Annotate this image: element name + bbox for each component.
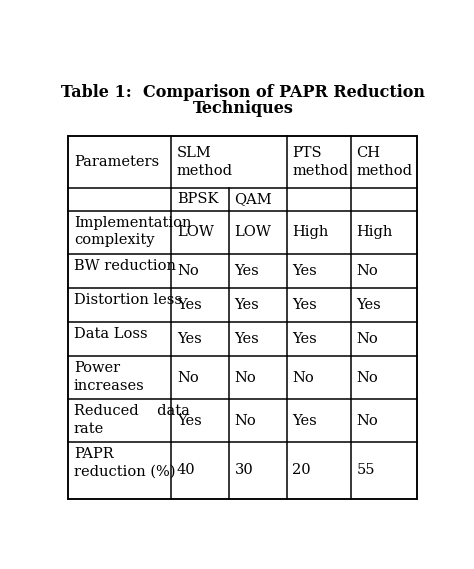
Text: Reduced    data
rate: Reduced data rate — [74, 405, 190, 436]
Text: No: No — [235, 370, 256, 385]
Text: No: No — [356, 332, 378, 346]
Text: Yes: Yes — [177, 332, 201, 346]
Text: Table 1:  Comparison of PAPR Reduction: Table 1: Comparison of PAPR Reduction — [61, 84, 425, 101]
Text: Yes: Yes — [292, 332, 317, 346]
Text: No: No — [235, 414, 256, 427]
Text: Yes: Yes — [356, 298, 382, 312]
Text: CH
method: CH method — [356, 146, 413, 178]
Text: Yes: Yes — [235, 298, 259, 312]
Text: Distortion less: Distortion less — [74, 293, 182, 307]
Text: No: No — [356, 370, 378, 385]
Text: Yes: Yes — [177, 298, 201, 312]
Text: Yes: Yes — [292, 263, 317, 278]
Text: High: High — [356, 225, 393, 239]
Text: High: High — [292, 225, 328, 239]
Text: QAM: QAM — [235, 192, 272, 207]
Text: 30: 30 — [235, 463, 253, 477]
Text: SLM
method: SLM method — [177, 146, 233, 178]
Text: 20: 20 — [292, 463, 310, 477]
Text: No: No — [177, 263, 199, 278]
Text: Data Loss: Data Loss — [74, 327, 147, 341]
Text: Yes: Yes — [292, 414, 317, 427]
Text: PTS
method: PTS method — [292, 146, 348, 178]
Text: Yes: Yes — [235, 263, 259, 278]
Text: 55: 55 — [356, 463, 375, 477]
Text: Parameters: Parameters — [74, 155, 159, 169]
Bar — [68, 136, 418, 498]
Text: Yes: Yes — [177, 414, 201, 427]
Text: LOW: LOW — [177, 225, 214, 239]
Text: Power
increases: Power increases — [74, 361, 145, 393]
Text: No: No — [356, 414, 378, 427]
Text: No: No — [356, 263, 378, 278]
Text: LOW: LOW — [235, 225, 271, 239]
Text: No: No — [177, 370, 199, 385]
Text: Yes: Yes — [235, 332, 259, 346]
Text: No: No — [292, 370, 314, 385]
Text: Techniques: Techniques — [192, 100, 293, 117]
Text: BW reduction: BW reduction — [74, 259, 176, 273]
Text: BPSK: BPSK — [177, 192, 219, 207]
Text: Implementation
complexity: Implementation complexity — [74, 216, 191, 247]
Text: Yes: Yes — [292, 298, 317, 312]
Text: PAPR
reduction (%): PAPR reduction (%) — [74, 447, 175, 479]
Text: 40: 40 — [177, 463, 195, 477]
